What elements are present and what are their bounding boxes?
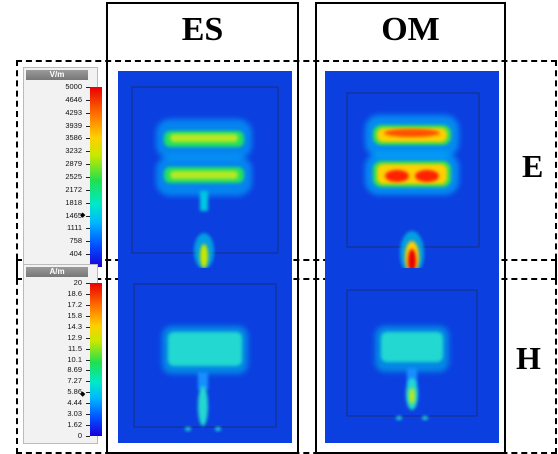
legend-tick-label: 3.03 bbox=[67, 409, 82, 419]
field-plot-e-es bbox=[118, 71, 292, 271]
legend-tick-label: 2879 bbox=[65, 159, 82, 169]
legend-tick-mark bbox=[86, 254, 90, 256]
legend-tick-mark bbox=[86, 164, 90, 166]
legend-tick-label: 3939 bbox=[65, 120, 82, 130]
legend-tick-mark bbox=[86, 151, 90, 153]
legend-tick-label: 2172 bbox=[65, 184, 82, 194]
legend-tick-mark bbox=[86, 381, 90, 383]
legend-tick-label: 1111 bbox=[66, 223, 82, 233]
field-plot-h-om bbox=[325, 268, 499, 443]
legend-tick-mark bbox=[86, 304, 90, 306]
legend-unit: V/m bbox=[26, 70, 88, 80]
legend-tick-mark bbox=[86, 337, 90, 339]
legend-tick-label: 10.1 bbox=[67, 354, 82, 364]
legend-tick-label: 4293 bbox=[65, 107, 82, 117]
legend-tick-mark bbox=[86, 326, 90, 328]
color-bar bbox=[90, 283, 102, 436]
legend-tick-label: 14.3 bbox=[67, 321, 82, 331]
legend-tick-label: 758 bbox=[69, 236, 82, 246]
legend-tick-label: 1.62 bbox=[67, 420, 82, 430]
column-title-om: OM bbox=[381, 11, 440, 48]
legend-tick-mark bbox=[86, 436, 90, 437]
legend-tick-mark bbox=[86, 348, 90, 350]
legend-tick-label: 1818 bbox=[65, 197, 82, 207]
legend-tick-mark bbox=[86, 215, 90, 217]
field-plot-e-om bbox=[325, 71, 499, 271]
legend-e-field: V/m 5000 4646 4293 3939 3586 3232 2879 2525 2172… bbox=[23, 67, 102, 274]
legend-tick-mark bbox=[86, 425, 90, 427]
legend-tick-label: 17.2 bbox=[67, 299, 82, 309]
legend-tick-mark bbox=[86, 202, 90, 204]
legend-tick-mark bbox=[86, 370, 90, 372]
value-marker: ◆ bbox=[80, 212, 86, 219]
legend-tick-mark bbox=[86, 112, 90, 114]
legend-tick-mark bbox=[86, 99, 90, 101]
legend-tick-mark bbox=[86, 125, 90, 127]
legend-tick-mark bbox=[86, 414, 90, 416]
value-marker: ◆ bbox=[80, 391, 86, 398]
legend-tick-label: 5000 bbox=[65, 82, 82, 91]
legend-tick-mark bbox=[86, 241, 90, 243]
legend-tick-label: 404 bbox=[69, 249, 82, 259]
legend-tick-mark bbox=[86, 403, 90, 405]
legend-tick-label: 18.6 bbox=[67, 288, 82, 298]
color-bar bbox=[90, 87, 102, 267]
legend-tick-label: 1465 bbox=[65, 210, 82, 220]
legend-tick-label: 15.8 bbox=[67, 310, 82, 320]
legend-tick-mark bbox=[86, 293, 90, 295]
legend-tick-label: 7.27 bbox=[67, 376, 82, 386]
legend-tick-label: 5.86 bbox=[67, 387, 82, 397]
legend-tick-label: 8.69 bbox=[67, 365, 82, 375]
legend-unit: A/m bbox=[26, 267, 88, 277]
legend-tick-mark bbox=[86, 228, 90, 230]
legend-tick-mark bbox=[86, 392, 90, 394]
legend-tick-mark bbox=[86, 189, 90, 191]
column-title-es: ES bbox=[181, 11, 224, 48]
legend-tick-mark bbox=[86, 315, 90, 317]
legend-tick-label: 20 bbox=[73, 278, 82, 287]
legend-tick-label: 3232 bbox=[65, 146, 82, 156]
legend-tick-mark bbox=[86, 87, 90, 88]
legend-h-field: A/m 20 18.6 17.2 15.8 14.3 12.9 11.5 10.1 8.69 7.… bbox=[23, 264, 102, 444]
legend-tick-label: 4.44 bbox=[67, 398, 82, 408]
legend-tick-mark bbox=[86, 283, 90, 284]
legend-tick-label: 12.9 bbox=[67, 332, 82, 342]
field-plot-h-es bbox=[118, 268, 292, 443]
legend-tick-mark bbox=[86, 138, 90, 140]
row-label-h: H bbox=[516, 340, 541, 376]
legend-tick-label: 2525 bbox=[65, 172, 82, 181]
legend-tick-mark bbox=[86, 359, 90, 361]
legend-tick-mark bbox=[86, 177, 90, 178]
legend-tick-label: 0 bbox=[77, 431, 82, 440]
row-label-e: E bbox=[522, 148, 544, 184]
legend-tick-label: 4646 bbox=[65, 94, 82, 104]
legend-tick-label: 11.5 bbox=[67, 343, 82, 353]
legend-tick-label: 3586 bbox=[65, 133, 82, 143]
